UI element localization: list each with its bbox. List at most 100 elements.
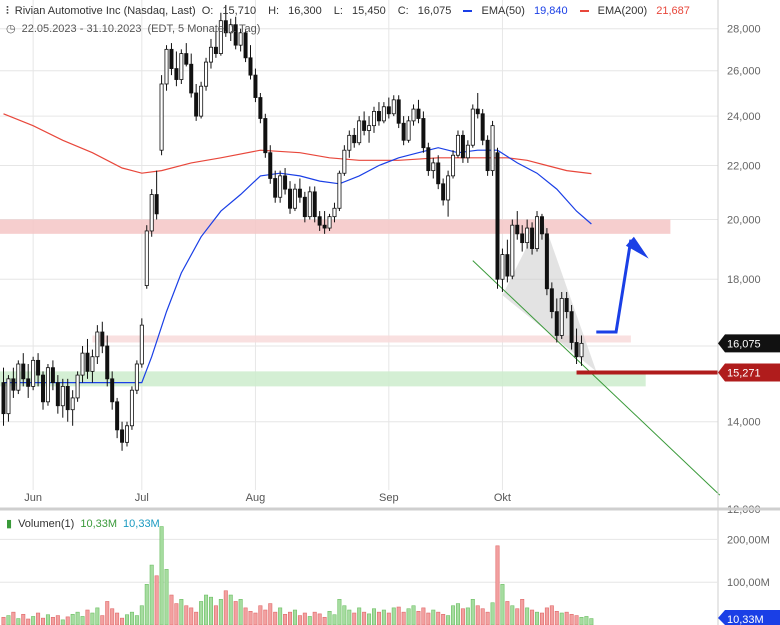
candle-body (16, 363, 21, 391)
volume-bar (312, 611, 317, 625)
candle (129, 386, 134, 430)
candle (233, 16, 238, 50)
candle-body (367, 125, 372, 131)
candle (164, 45, 169, 91)
ema200-legend[interactable]: EMA(200) 21,687 (579, 5, 696, 17)
candle (238, 28, 243, 52)
candle (100, 321, 105, 354)
candle-body (60, 385, 65, 407)
volume-bar (564, 611, 569, 625)
candle (184, 43, 189, 67)
candle (530, 222, 535, 255)
volume-bar (223, 590, 228, 625)
candle (312, 186, 317, 223)
candle-body (194, 92, 199, 117)
candle (75, 371, 80, 402)
candle-body (159, 83, 164, 151)
volume-bar (164, 569, 169, 625)
candle (371, 106, 376, 133)
candle (139, 318, 144, 368)
volume-bar (376, 611, 381, 625)
candle-body (213, 46, 218, 54)
volume-bar (342, 605, 347, 625)
volume-bar (179, 599, 184, 625)
volume-bar (218, 599, 223, 625)
candle-body (50, 367, 55, 383)
candle-body (174, 68, 179, 80)
candle-body (441, 183, 446, 201)
volume-bar (530, 609, 535, 625)
volume-bar (45, 614, 50, 625)
x-tick-label: Jul (135, 492, 149, 504)
candle-body (297, 188, 302, 198)
candle (416, 99, 421, 124)
volume-bar (125, 614, 130, 625)
low-value: 15,450 (352, 5, 386, 17)
candle (485, 135, 490, 176)
open-value: 15,710 (222, 5, 257, 17)
volume-bar (426, 612, 431, 625)
volume-last-box (718, 610, 780, 625)
candle (208, 38, 213, 69)
candle (248, 45, 253, 80)
candle-body (199, 85, 204, 117)
candle-body (455, 134, 460, 156)
candle (520, 225, 525, 252)
volume-bars-icon: ▮ (6, 518, 13, 530)
candle-body (154, 194, 159, 215)
volume-bar (401, 611, 406, 625)
candle (194, 83, 199, 121)
candle (357, 116, 362, 146)
candle-body (263, 118, 268, 154)
candle (243, 28, 248, 63)
open-label: O: (201, 5, 214, 17)
volume-bar (431, 609, 436, 625)
candle (268, 145, 273, 184)
ema50-legend[interactable]: EMA(50) 19,840 (463, 5, 573, 17)
volume-value-1: 10,33M (80, 518, 118, 530)
volume-bar (584, 616, 589, 625)
volume-bar (288, 611, 293, 625)
candle (21, 353, 26, 387)
candle-body (129, 389, 134, 427)
candle-body (490, 125, 495, 172)
candle-body (559, 298, 564, 336)
volume-bar (85, 609, 90, 625)
chart-title: Rivian Automotive Inc (Nasdaq, Last) (14, 5, 196, 17)
candle-body (80, 352, 85, 376)
candle-body (233, 24, 238, 46)
candle-body (411, 108, 416, 122)
candle-body (45, 367, 50, 403)
candle (362, 111, 367, 136)
candle-body (426, 147, 431, 172)
volume-bar (65, 616, 70, 625)
candle (342, 145, 347, 176)
candle-body (371, 111, 376, 127)
candle (11, 367, 16, 398)
candle-body (515, 224, 520, 235)
candle (149, 189, 154, 237)
candle (65, 378, 70, 422)
ema200-line (3, 113, 592, 175)
candle (475, 92, 480, 119)
candle-body (95, 331, 100, 358)
candle (228, 18, 233, 42)
volume-bar (446, 615, 451, 625)
volume-bar (322, 616, 327, 625)
candle-body (120, 429, 125, 443)
candle-body (36, 359, 41, 376)
candle (436, 155, 441, 190)
close-value: 16,075 (417, 5, 452, 17)
candlestick-icon[interactable]: ⫶ (6, 5, 9, 17)
volume-bar (297, 615, 302, 625)
candle (574, 328, 579, 365)
candle-body (421, 118, 426, 149)
price-label-box (718, 363, 780, 382)
candle (406, 116, 411, 143)
candle-body (169, 48, 174, 69)
x-tick-label: Jun (24, 492, 42, 504)
candle (569, 305, 574, 350)
chart-subheader: ◷ 22.05.2023 - 31.10.2023 (EDT, 5 Monate, … (6, 22, 266, 35)
candle-body (470, 108, 475, 146)
